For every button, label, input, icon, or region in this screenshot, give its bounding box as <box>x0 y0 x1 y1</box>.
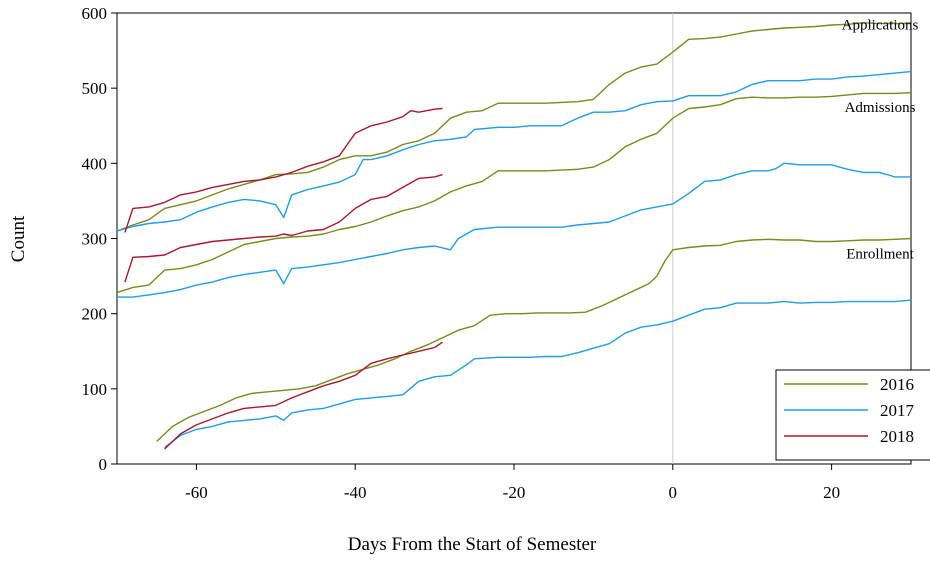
series-line-2018-applications <box>124 107 443 233</box>
y-tick-label: 100 <box>82 380 108 399</box>
series-layer <box>116 22 912 450</box>
legend-label-2016: 2016 <box>880 375 914 394</box>
legend-label-2018: 2018 <box>880 427 914 446</box>
annotation-applications: Applications <box>842 17 919 33</box>
y-tick-label: 200 <box>82 305 108 324</box>
y-tick-label: 500 <box>82 79 108 98</box>
series-line-2017-enrollment <box>164 299 912 449</box>
series-line-2016-applications <box>116 22 911 232</box>
y-tick-label: 600 <box>82 4 108 23</box>
series-line-2017-applications <box>116 70 912 232</box>
y-tick-label: 300 <box>82 230 108 249</box>
series-line-2016-admissions <box>116 92 912 294</box>
series-line-2018-enrollment <box>164 341 443 450</box>
legend: 2016 2017 2018 <box>775 369 930 461</box>
x-axis-title: Days From the Start of Semester <box>348 534 597 555</box>
y-tick-label: 0 <box>99 455 108 474</box>
axes-layer: 0 100 200 300 400 500 600 -60 -40 -20 0 20 <box>82 4 912 502</box>
series-line-2017-admissions <box>117 162 911 298</box>
annotation-layer: Applications Admissions Enrollment <box>842 17 919 262</box>
y-axis-title: Count <box>8 215 29 262</box>
x-tick-label: -20 <box>503 483 526 502</box>
series-line-2016-enrollment <box>156 237 912 442</box>
x-tick-label: 20 <box>823 483 840 502</box>
annotation-enrollment: Enrollment <box>846 247 914 263</box>
y-tick-label: 400 <box>82 154 108 173</box>
legend-box <box>775 369 930 461</box>
legend-label-2017: 2017 <box>880 401 915 420</box>
annotation-admissions: Admissions <box>845 100 916 116</box>
x-tick-label: 0 <box>669 483 678 502</box>
series-line-2018-admissions <box>124 173 443 283</box>
x-tick-label: -40 <box>344 483 367 502</box>
x-tick-label: -60 <box>185 483 208 502</box>
